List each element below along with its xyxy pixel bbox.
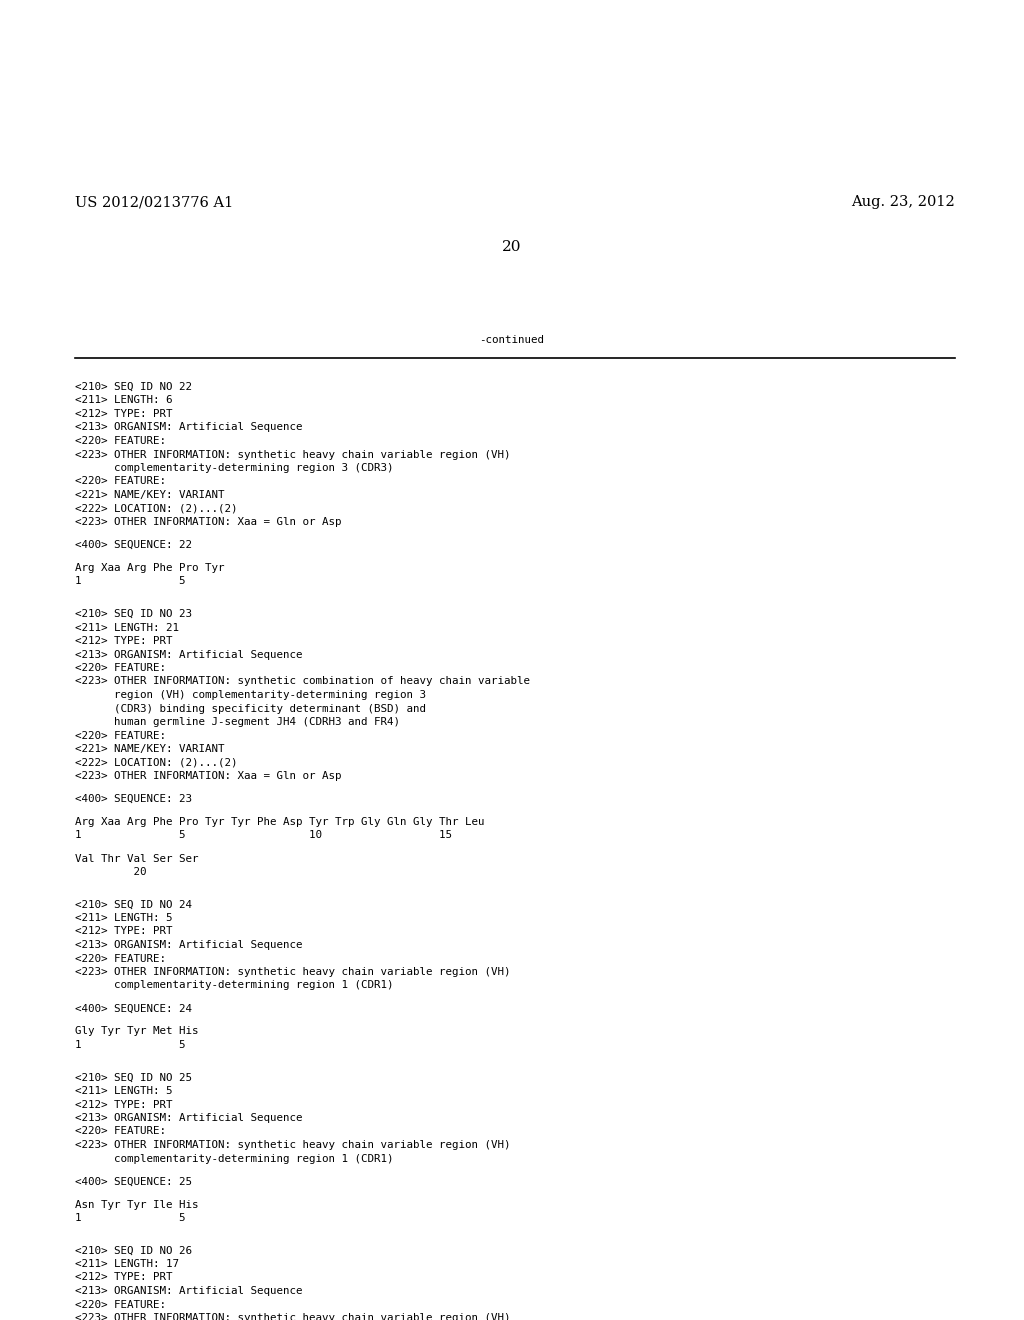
Text: 1               5                   10                  15: 1 5 10 15 — [75, 830, 452, 841]
Text: <213> ORGANISM: Artificial Sequence: <213> ORGANISM: Artificial Sequence — [75, 649, 302, 660]
Text: Arg Xaa Arg Phe Pro Tyr: Arg Xaa Arg Phe Pro Tyr — [75, 564, 224, 573]
Text: <220> FEATURE:: <220> FEATURE: — [75, 1299, 166, 1309]
Text: region (VH) complementarity-determining region 3: region (VH) complementarity-determining … — [75, 690, 426, 700]
Text: 20: 20 — [502, 240, 522, 253]
Text: -continued: -continued — [479, 335, 545, 345]
Text: <213> ORGANISM: Artificial Sequence: <213> ORGANISM: Artificial Sequence — [75, 1113, 302, 1123]
Text: complementarity-determining region 1 (CDR1): complementarity-determining region 1 (CD… — [75, 981, 393, 990]
Text: <213> ORGANISM: Artificial Sequence: <213> ORGANISM: Artificial Sequence — [75, 1286, 302, 1296]
Text: <220> FEATURE:: <220> FEATURE: — [75, 1126, 166, 1137]
Text: Gly Tyr Tyr Met His: Gly Tyr Tyr Met His — [75, 1027, 199, 1036]
Text: <223> OTHER INFORMATION: synthetic heavy chain variable region (VH): <223> OTHER INFORMATION: synthetic heavy… — [75, 968, 511, 977]
Text: <212> TYPE: PRT: <212> TYPE: PRT — [75, 1100, 172, 1110]
Text: <400> SEQUENCE: 22: <400> SEQUENCE: 22 — [75, 540, 193, 550]
Text: 1               5: 1 5 — [75, 577, 185, 586]
Text: <212> TYPE: PRT: <212> TYPE: PRT — [75, 1272, 172, 1283]
Text: <223> OTHER INFORMATION: Xaa = Gln or Asp: <223> OTHER INFORMATION: Xaa = Gln or As… — [75, 771, 341, 781]
Text: <211> LENGTH: 5: <211> LENGTH: 5 — [75, 1086, 172, 1096]
Text: <211> LENGTH: 17: <211> LENGTH: 17 — [75, 1259, 179, 1269]
Text: <223> OTHER INFORMATION: Xaa = Gln or Asp: <223> OTHER INFORMATION: Xaa = Gln or As… — [75, 517, 341, 527]
Text: <210> SEQ ID NO 25: <210> SEQ ID NO 25 — [75, 1072, 193, 1082]
Text: <221> NAME/KEY: VARIANT: <221> NAME/KEY: VARIANT — [75, 490, 224, 500]
Text: <223> OTHER INFORMATION: synthetic heavy chain variable region (VH): <223> OTHER INFORMATION: synthetic heavy… — [75, 450, 511, 459]
Text: <223> OTHER INFORMATION: synthetic heavy chain variable region (VH): <223> OTHER INFORMATION: synthetic heavy… — [75, 1140, 511, 1150]
Text: <212> TYPE: PRT: <212> TYPE: PRT — [75, 927, 172, 936]
Text: <400> SEQUENCE: 25: <400> SEQUENCE: 25 — [75, 1176, 193, 1187]
Text: (CDR3) binding specificity determinant (BSD) and: (CDR3) binding specificity determinant (… — [75, 704, 426, 714]
Text: human germline J-segment JH4 (CDRH3 and FR4): human germline J-segment JH4 (CDRH3 and … — [75, 717, 400, 727]
Text: <220> FEATURE:: <220> FEATURE: — [75, 436, 166, 446]
Text: 20: 20 — [75, 867, 146, 876]
Text: complementarity-determining region 3 (CDR3): complementarity-determining region 3 (CD… — [75, 463, 393, 473]
Text: <222> LOCATION: (2)...(2): <222> LOCATION: (2)...(2) — [75, 503, 238, 513]
Text: <220> FEATURE:: <220> FEATURE: — [75, 730, 166, 741]
Text: Asn Tyr Tyr Ile His: Asn Tyr Tyr Ile His — [75, 1200, 199, 1209]
Text: <400> SEQUENCE: 23: <400> SEQUENCE: 23 — [75, 795, 193, 804]
Text: <211> LENGTH: 21: <211> LENGTH: 21 — [75, 623, 179, 632]
Text: <212> TYPE: PRT: <212> TYPE: PRT — [75, 409, 172, 418]
Text: complementarity-determining region 1 (CDR1): complementarity-determining region 1 (CD… — [75, 1154, 393, 1163]
Text: Arg Xaa Arg Phe Pro Tyr Tyr Phe Asp Tyr Trp Gly Gln Gly Thr Leu: Arg Xaa Arg Phe Pro Tyr Tyr Phe Asp Tyr … — [75, 817, 484, 828]
Text: <220> FEATURE:: <220> FEATURE: — [75, 953, 166, 964]
Text: 1               5: 1 5 — [75, 1040, 185, 1049]
Text: Aug. 23, 2012: Aug. 23, 2012 — [851, 195, 955, 209]
Text: <223> OTHER INFORMATION: synthetic heavy chain variable region (VH): <223> OTHER INFORMATION: synthetic heavy… — [75, 1313, 511, 1320]
Text: <210> SEQ ID NO 26: <210> SEQ ID NO 26 — [75, 1246, 193, 1255]
Text: <213> ORGANISM: Artificial Sequence: <213> ORGANISM: Artificial Sequence — [75, 422, 302, 433]
Text: <220> FEATURE:: <220> FEATURE: — [75, 663, 166, 673]
Text: <220> FEATURE:: <220> FEATURE: — [75, 477, 166, 487]
Text: <400> SEQUENCE: 24: <400> SEQUENCE: 24 — [75, 1003, 193, 1014]
Text: <210> SEQ ID NO 24: <210> SEQ ID NO 24 — [75, 899, 193, 909]
Text: <223> OTHER INFORMATION: synthetic combination of heavy chain variable: <223> OTHER INFORMATION: synthetic combi… — [75, 676, 530, 686]
Text: <211> LENGTH: 6: <211> LENGTH: 6 — [75, 396, 172, 405]
Text: <211> LENGTH: 5: <211> LENGTH: 5 — [75, 913, 172, 923]
Text: <210> SEQ ID NO 22: <210> SEQ ID NO 22 — [75, 381, 193, 392]
Text: <222> LOCATION: (2)...(2): <222> LOCATION: (2)...(2) — [75, 758, 238, 767]
Text: Val Thr Val Ser Ser: Val Thr Val Ser Ser — [75, 854, 199, 863]
Text: <213> ORGANISM: Artificial Sequence: <213> ORGANISM: Artificial Sequence — [75, 940, 302, 950]
Text: 1               5: 1 5 — [75, 1213, 185, 1224]
Text: <212> TYPE: PRT: <212> TYPE: PRT — [75, 636, 172, 645]
Text: US 2012/0213776 A1: US 2012/0213776 A1 — [75, 195, 233, 209]
Text: <210> SEQ ID NO 23: <210> SEQ ID NO 23 — [75, 609, 193, 619]
Text: <221> NAME/KEY: VARIANT: <221> NAME/KEY: VARIANT — [75, 744, 224, 754]
